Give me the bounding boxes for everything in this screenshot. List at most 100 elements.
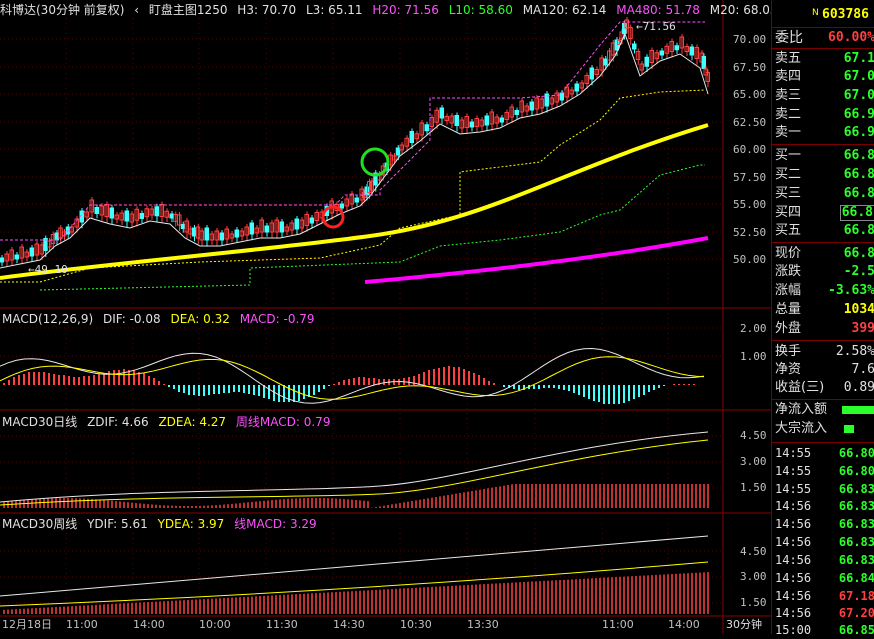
ask-row: 卖一 66.9	[772, 124, 874, 142]
bid-price: 66.8	[843, 223, 874, 238]
candle-body	[349, 193, 354, 205]
candle-body	[679, 36, 684, 49]
macd-y-label: 2.00	[740, 322, 767, 335]
candle-body	[164, 210, 169, 218]
stat-label: 外盘	[775, 321, 802, 336]
ma480-line	[364, 236, 709, 284]
ask-price: 67.0	[843, 69, 874, 84]
stat2-label: 换手	[775, 344, 802, 359]
period-selector[interactable]: 30分钟	[726, 618, 762, 631]
candle-body	[549, 97, 554, 105]
candle-body	[579, 82, 584, 89]
candle-body	[454, 115, 459, 126]
candle-body	[84, 211, 89, 218]
ask-price: 67.0	[843, 88, 874, 103]
candle-body	[564, 86, 569, 98]
flow-row: 净流入额	[772, 401, 874, 419]
candle-body	[339, 203, 344, 209]
candle-body	[669, 41, 674, 52]
bid-price: 66.8	[843, 148, 874, 163]
candle-body	[659, 50, 664, 56]
candle-body	[89, 199, 94, 213]
bid-price[interactable]: 66.8	[839, 205, 874, 221]
indicator-name[interactable]: 盯盘主图1250	[148, 3, 228, 17]
macd-day-zmacd: 周线MACD: 0.79	[235, 415, 331, 429]
tick-price: 66.80	[838, 446, 874, 460]
candle-body	[279, 221, 284, 233]
candle-body	[554, 92, 559, 103]
candle-body	[229, 233, 234, 239]
stock-code[interactable]: 603786	[822, 7, 869, 22]
candle-body	[274, 219, 279, 233]
y-label: 50.00	[733, 253, 767, 266]
tick-time: 14:56	[775, 517, 812, 531]
candle-body	[419, 122, 424, 136]
macd-week-title[interactable]: MACD30周线	[2, 517, 78, 531]
bid-row: 买三 66.8	[772, 185, 874, 203]
green-circle-mark	[360, 147, 390, 177]
chart-canvas[interactable]	[0, 0, 771, 634]
candle-body	[344, 198, 349, 207]
macd-day-title[interactable]: MACD30日线	[2, 415, 78, 429]
macd-week-ydif: YDIF: 5.61	[87, 517, 148, 531]
tick-row: 14:56 67.20	[772, 604, 874, 622]
y-label: 65.00	[733, 88, 767, 101]
candle-body	[489, 111, 494, 125]
time-label: 11:00	[66, 618, 98, 631]
candle-body	[474, 118, 479, 127]
candle-body	[264, 225, 269, 233]
stat2-value: 7.6	[851, 362, 874, 377]
macd-panel-header: MACD(12,26,9) DIF: -0.08 DEA: 0.32 MACD:…	[2, 311, 321, 327]
candle-body	[619, 31, 624, 40]
stock-title: 科博达(30分钟 前复权)	[0, 3, 125, 17]
candle-body	[234, 229, 239, 238]
candle-body	[603, 58, 608, 66]
candle-body	[54, 232, 59, 241]
candle-body	[94, 207, 99, 214]
tick-time: 14:56	[775, 499, 812, 513]
candle-body	[639, 63, 644, 71]
candle-body	[499, 117, 504, 123]
candle-body	[184, 220, 189, 233]
candle-body	[99, 205, 104, 216]
ask-label: 卖二	[775, 107, 802, 122]
macd-day-y-label: 1.50	[740, 481, 767, 494]
stat-value: -2.5	[843, 264, 874, 279]
ask-price: 67.1	[843, 51, 874, 66]
candle-body	[544, 93, 549, 107]
candle-body	[14, 254, 19, 260]
macd-title[interactable]: MACD(12,26,9)	[2, 312, 94, 326]
bid-label: 买四	[775, 205, 802, 220]
macd-week-y-label: 3.00	[740, 570, 767, 583]
candle-body	[204, 227, 209, 241]
ask-row: 卖四 67.0	[772, 68, 874, 86]
collapse-icon[interactable]: ‹	[134, 3, 140, 17]
candle-body	[459, 119, 464, 129]
flow-bar	[842, 406, 874, 414]
time-label: 10:30	[400, 618, 432, 631]
ma120-value: MA120: 62.14	[522, 3, 607, 17]
candle-body	[392, 155, 397, 161]
candle-body	[114, 214, 119, 220]
candle-body	[399, 144, 404, 151]
bid-row: 买四 66.8	[772, 204, 874, 222]
candle-body	[24, 251, 29, 258]
candle-body	[119, 212, 124, 221]
ask-label: 卖五	[775, 51, 802, 66]
candle-body	[109, 207, 114, 219]
macd-week-dif-line	[0, 535, 709, 597]
tick-row: 14:56 66.83	[772, 515, 874, 533]
candle-body	[124, 210, 129, 222]
time-label: 14:00	[133, 618, 165, 631]
ma-line	[0, 32, 709, 269]
macd-y-label: 1.00	[740, 350, 767, 363]
tick-row: 14:56 66.83	[772, 533, 874, 551]
tick-price: 66.83	[838, 517, 874, 531]
flow-bar	[844, 425, 854, 433]
flow-row: 大宗流入	[772, 420, 874, 438]
candle-body	[144, 208, 149, 218]
ask-label: 卖三	[775, 88, 802, 103]
macd-week-y-label: 4.50	[740, 545, 767, 558]
candle-body	[294, 218, 299, 230]
stat2-label: 收益(三)	[775, 380, 825, 395]
